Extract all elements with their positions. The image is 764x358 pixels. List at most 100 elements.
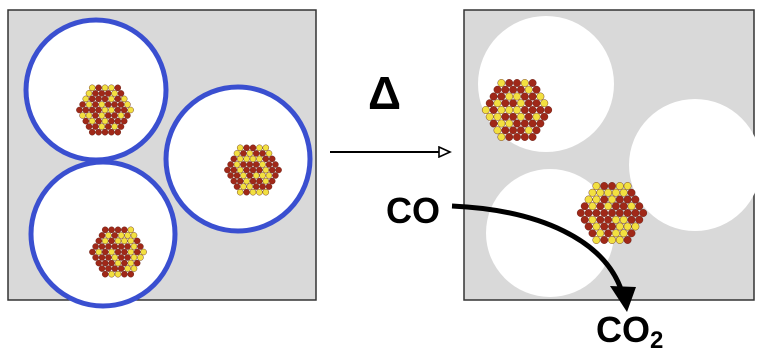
atom bbox=[111, 243, 119, 250]
atom bbox=[92, 254, 99, 261]
atom bbox=[592, 209, 601, 217]
atom bbox=[111, 265, 119, 272]
atom bbox=[95, 106, 102, 114]
atom bbox=[124, 254, 131, 261]
atom bbox=[262, 155, 270, 163]
atom bbox=[133, 237, 141, 245]
atom bbox=[124, 101, 131, 108]
atom bbox=[236, 188, 244, 196]
atom bbox=[635, 215, 644, 224]
atom bbox=[92, 112, 99, 119]
atom bbox=[608, 182, 616, 190]
atom bbox=[105, 265, 112, 272]
atom bbox=[133, 259, 141, 267]
atom bbox=[584, 195, 593, 204]
atom bbox=[233, 150, 241, 157]
atom bbox=[130, 232, 138, 239]
atom bbox=[114, 259, 122, 267]
atom bbox=[108, 84, 115, 92]
atom bbox=[252, 161, 260, 168]
atom bbox=[98, 232, 106, 239]
atom bbox=[275, 166, 282, 174]
atom bbox=[130, 265, 138, 272]
atom bbox=[227, 172, 234, 179]
atom bbox=[108, 226, 115, 234]
void-right bbox=[629, 99, 761, 231]
atom bbox=[240, 172, 247, 179]
atom bbox=[101, 95, 109, 103]
atom bbox=[243, 155, 250, 163]
atom bbox=[619, 188, 628, 197]
atom bbox=[114, 270, 122, 278]
atom bbox=[85, 112, 93, 119]
atom bbox=[82, 117, 90, 125]
atom bbox=[619, 215, 628, 224]
atom bbox=[108, 95, 115, 103]
atom bbox=[124, 265, 131, 272]
atom bbox=[627, 229, 636, 238]
atom bbox=[619, 202, 628, 211]
atom bbox=[249, 188, 257, 196]
atom bbox=[92, 90, 99, 97]
atom bbox=[600, 236, 609, 244]
atom bbox=[612, 229, 620, 238]
atom bbox=[627, 215, 636, 224]
atom bbox=[493, 126, 502, 135]
atom bbox=[532, 126, 541, 135]
atom bbox=[532, 99, 541, 108]
atom bbox=[501, 85, 510, 94]
nanoparticle-3 bbox=[89, 226, 147, 278]
atom bbox=[608, 222, 616, 231]
atom bbox=[140, 248, 147, 256]
atom bbox=[520, 79, 529, 87]
atom bbox=[252, 150, 260, 157]
atom bbox=[536, 92, 545, 101]
atom bbox=[124, 243, 131, 250]
atom bbox=[505, 92, 514, 101]
atom bbox=[236, 177, 244, 185]
atom bbox=[246, 161, 254, 168]
atom bbox=[117, 232, 125, 239]
atom bbox=[635, 202, 644, 211]
atom bbox=[623, 209, 632, 217]
atom bbox=[114, 226, 122, 234]
nanoparticle-clusters bbox=[76, 79, 648, 278]
atom bbox=[262, 177, 270, 185]
atom bbox=[268, 177, 276, 185]
atom bbox=[256, 166, 263, 174]
atom bbox=[111, 232, 119, 239]
atom bbox=[528, 133, 537, 141]
atom bbox=[584, 209, 593, 217]
atom bbox=[615, 236, 624, 244]
atom bbox=[252, 172, 260, 179]
atom bbox=[127, 226, 135, 234]
atom bbox=[505, 119, 514, 128]
atom bbox=[95, 84, 102, 92]
atom bbox=[249, 166, 257, 174]
atom bbox=[509, 112, 517, 121]
atom bbox=[117, 112, 125, 119]
atom bbox=[92, 243, 99, 250]
atom bbox=[524, 99, 533, 108]
atom bbox=[608, 195, 616, 204]
atom bbox=[520, 92, 529, 101]
atom bbox=[596, 188, 605, 197]
atom bbox=[524, 85, 533, 94]
atom bbox=[236, 166, 244, 174]
atom bbox=[532, 112, 541, 121]
atom bbox=[117, 254, 125, 261]
atom bbox=[88, 106, 96, 114]
atom bbox=[127, 259, 135, 267]
atom bbox=[124, 112, 131, 119]
atom bbox=[596, 215, 605, 224]
atom bbox=[111, 112, 118, 119]
atom bbox=[505, 106, 514, 114]
co2-subscript: 2 bbox=[650, 327, 664, 354]
atom bbox=[101, 270, 109, 278]
atom bbox=[95, 237, 103, 245]
atom bbox=[114, 106, 122, 114]
atom bbox=[111, 254, 119, 261]
atom bbox=[528, 106, 537, 114]
shell-top-left bbox=[23, 17, 169, 163]
